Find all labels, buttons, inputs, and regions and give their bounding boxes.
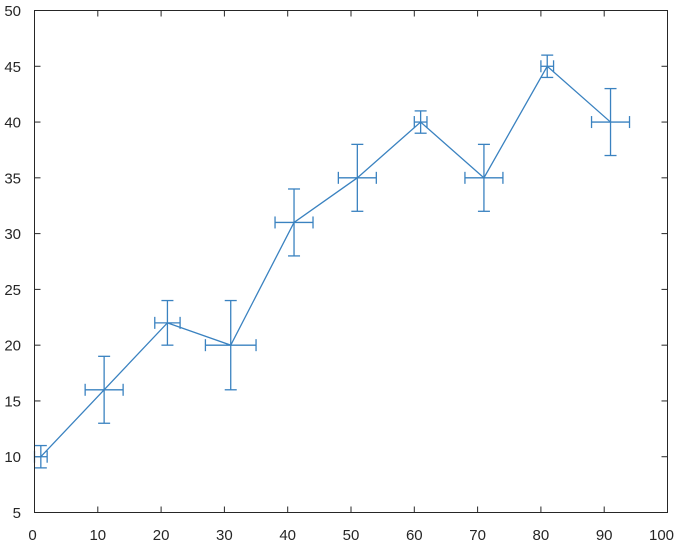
x-tick-label: 70	[469, 527, 486, 544]
y-tick-label: 50	[4, 3, 21, 20]
x-tick-label: 30	[216, 527, 233, 544]
y-tick-label: 25	[4, 282, 21, 299]
axis-ticks	[34, 10, 668, 513]
series-layer	[33, 54, 631, 469]
x-tick-label: 100	[649, 527, 674, 544]
y-tick-label: 30	[4, 226, 21, 243]
x-tick-label: 40	[279, 527, 296, 544]
y-tick-label: 5	[13, 505, 21, 522]
x-tick-label: 90	[596, 527, 613, 544]
y-tick-label: 10	[4, 449, 21, 466]
y-tick-label: 45	[4, 59, 21, 76]
x-tick-label: 20	[153, 527, 170, 544]
x-tick-label: 50	[343, 527, 360, 544]
tick-labels: 0 10 20 30 40 50 60 70 80 90 100 5 10 15 20 25 30 35 40 45 5…	[4, 3, 674, 544]
x-tick-label: 0	[28, 527, 36, 544]
y-tick-label: 35	[4, 170, 21, 187]
x-tick-label: 60	[406, 527, 423, 544]
x-tick-label: 10	[89, 527, 106, 544]
y-tick-label: 15	[4, 393, 21, 410]
y-tick-label: 40	[4, 115, 21, 132]
y-tick-label: 20	[4, 338, 21, 355]
series-line	[40, 65, 611, 458]
plot-frame	[34, 10, 668, 513]
x-tick-label: 80	[533, 527, 550, 544]
